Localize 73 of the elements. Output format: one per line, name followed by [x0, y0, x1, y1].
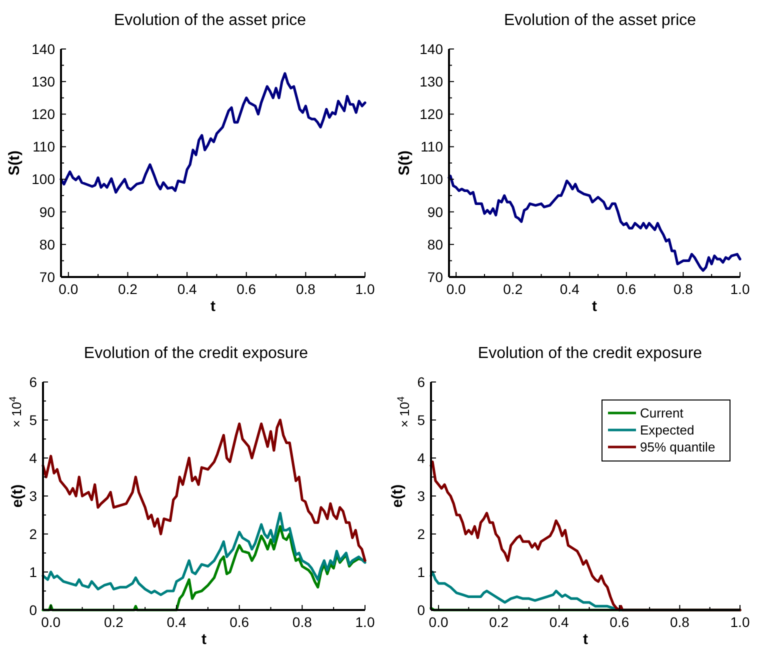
y-tick-label: 110	[32, 138, 56, 155]
line-series	[60, 72, 366, 194]
y-tick-label: 5	[417, 412, 426, 428]
x-tick-label: 0.0	[446, 281, 466, 297]
x-axis-title: t	[592, 298, 597, 315]
x-tick-label: 0.6	[610, 614, 630, 630]
x-tick-label: 1.0	[355, 614, 375, 630]
y-axis-title: e(t)	[9, 484, 26, 508]
y-tick-label: 3	[417, 488, 426, 504]
x-tick-label: 0.0	[58, 281, 78, 297]
legend-label: Current	[640, 406, 684, 421]
y-tick-label: 0	[417, 602, 426, 618]
x-tick-label: 0.6	[236, 281, 256, 297]
x-tick-label: 0.8	[673, 281, 694, 297]
x-tick-label: 0.2	[104, 614, 124, 630]
y-tick-label: 110	[420, 138, 444, 155]
y-tick-label: 90	[427, 204, 444, 220]
y-tick-label: 6	[29, 374, 38, 390]
x-tick-label: 0.6	[230, 614, 250, 630]
y-tick-label: 6	[417, 374, 426, 390]
x-tick-label: 0.4	[177, 281, 197, 297]
y-tick-label: 90	[39, 204, 56, 220]
line-series	[42, 418, 366, 562]
y-tick-label: 5	[29, 412, 38, 428]
y-tick-label: 4	[29, 450, 38, 466]
y-tick-label: 1	[417, 564, 426, 580]
y-axis-title: S(t)	[6, 150, 23, 176]
y-tick-label: 4	[417, 450, 426, 466]
x-axis-title: t	[202, 631, 206, 648]
x-tick-label: 0.4	[549, 614, 570, 630]
y-axis-title: e(t)	[389, 484, 406, 508]
y-tick-label: 130	[32, 73, 56, 90]
x-axis-title: t	[583, 631, 588, 648]
y-tick-label: 70	[427, 268, 444, 285]
y-tick-label: 3	[29, 488, 38, 504]
x-tick-label: 0.8	[292, 614, 312, 630]
chart-title: Evolution of the credit exposure	[84, 345, 308, 362]
x-tick-label: 0.0	[428, 614, 448, 630]
y-tick-label: 2	[417, 526, 426, 542]
y-tick-label: 100	[420, 171, 444, 188]
y-tick-label: 2	[29, 526, 38, 542]
line-series	[448, 174, 742, 272]
chart-title: Evolution of the credit exposure	[478, 345, 702, 362]
x-tick-label: 1.0	[355, 281, 375, 297]
x-tick-label: 0.4	[166, 614, 186, 630]
x-tick-label: 0.8	[670, 614, 690, 630]
y-tick-label: 80	[39, 236, 56, 252]
x-tick-label: 0.4	[560, 281, 580, 297]
y-tick-label: 130	[420, 73, 444, 90]
x-tick-label: 0.0	[41, 614, 61, 630]
y-tick-label: 70	[39, 268, 56, 285]
legend-label: 95% quantile	[640, 440, 716, 455]
x-axis-title: t	[210, 298, 216, 315]
x-tick-label: 1.0	[730, 614, 750, 630]
chart-title: Evolution of the asset price	[504, 12, 696, 29]
y-tick-label: 80	[427, 236, 444, 252]
x-tick-label: 0.6	[616, 281, 636, 297]
x-tick-label: 1.0	[730, 281, 750, 297]
y-tick-label: 120	[32, 106, 56, 122]
y-axis-title: S(t)	[396, 150, 413, 176]
x-tick-label: 0.2	[118, 281, 138, 297]
chart-title: Evolution of the asset price	[114, 12, 306, 29]
y-tick-label: 140	[420, 40, 444, 57]
line-series	[42, 512, 366, 596]
x-tick-label: 0.2	[489, 614, 509, 630]
y-tick-label: 120	[420, 106, 444, 122]
y-tick-label: 140	[32, 40, 56, 57]
legend-label: Expected	[640, 422, 694, 438]
y-tick-label: 1	[29, 564, 38, 580]
x-tick-label: 0.2	[503, 281, 523, 297]
y-tick-label: 0	[29, 602, 38, 618]
y-tick-label: 100	[32, 171, 56, 188]
x-tick-label: 0.8	[296, 281, 316, 297]
